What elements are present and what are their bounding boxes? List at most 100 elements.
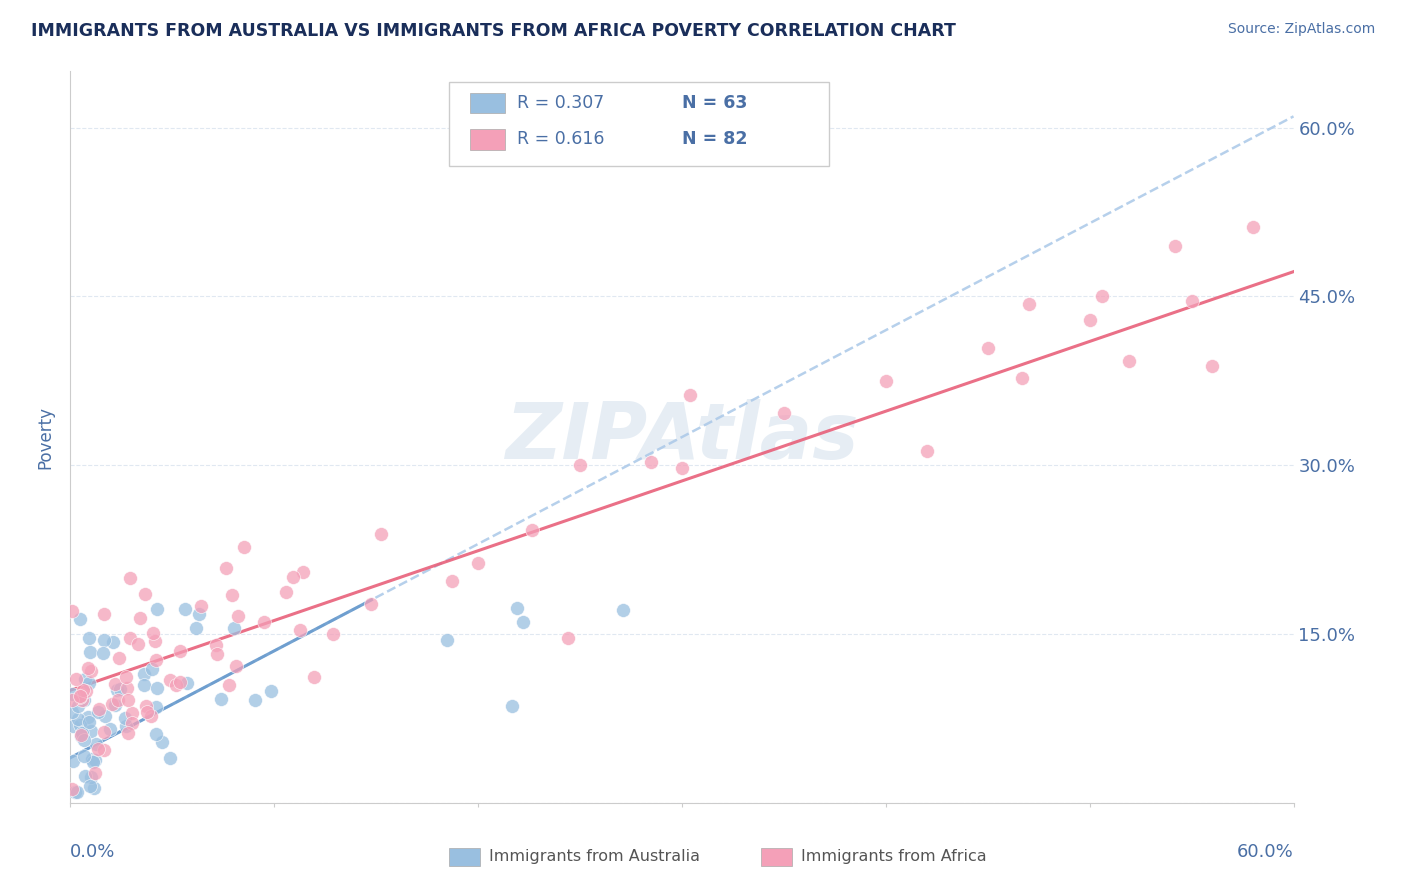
Point — [107, 693, 129, 707]
Point — [77, 710, 100, 724]
Point — [225, 659, 247, 673]
Point — [60, 605, 83, 619]
Point — [87, 702, 110, 716]
Point — [67, 698, 90, 713]
Point — [159, 673, 181, 687]
Text: 60.0%: 60.0% — [1237, 843, 1294, 861]
Point — [79, 644, 101, 658]
Point — [671, 461, 693, 475]
Point — [233, 540, 256, 554]
Point — [253, 615, 276, 629]
Point — [678, 387, 700, 401]
Point — [104, 677, 127, 691]
Point — [60, 781, 83, 796]
Point — [176, 676, 198, 690]
Point — [159, 751, 181, 765]
Point — [91, 646, 114, 660]
Text: Source: ZipAtlas.com: Source: ZipAtlas.com — [1227, 22, 1375, 37]
Point — [440, 574, 463, 588]
Point — [132, 678, 155, 692]
Point — [70, 693, 93, 707]
FancyBboxPatch shape — [470, 129, 505, 150]
Point — [145, 700, 167, 714]
Point — [1241, 220, 1264, 235]
Point — [60, 687, 83, 701]
Point — [976, 341, 998, 355]
Point — [73, 673, 96, 687]
Point — [501, 699, 523, 714]
Point — [115, 718, 138, 732]
Point — [73, 769, 96, 783]
Point — [93, 632, 115, 647]
Text: IMMIGRANTS FROM AUSTRALIA VS IMMIGRANTS FROM AFRICA POVERTY CORRELATION CHART: IMMIGRANTS FROM AUSTRALIA VS IMMIGRANTS … — [31, 22, 956, 40]
Point — [101, 634, 124, 648]
Point — [243, 692, 266, 706]
Point — [73, 733, 96, 747]
FancyBboxPatch shape — [450, 848, 479, 866]
Point — [204, 638, 226, 652]
Point — [186, 621, 208, 635]
Point — [93, 743, 115, 757]
Point — [640, 455, 662, 469]
Point — [281, 570, 304, 584]
Point — [141, 661, 163, 675]
Point — [132, 666, 155, 681]
Point — [60, 705, 83, 719]
Point — [370, 527, 392, 541]
Point — [226, 608, 249, 623]
Point — [60, 692, 83, 706]
Point — [80, 665, 103, 679]
Point — [65, 672, 87, 686]
Point — [80, 751, 103, 765]
Point — [93, 607, 115, 622]
Point — [83, 753, 105, 767]
Point — [145, 727, 167, 741]
Point — [118, 631, 141, 645]
Point — [87, 742, 110, 756]
Point — [276, 585, 298, 599]
Point — [70, 726, 93, 740]
Point — [207, 647, 229, 661]
Point — [145, 653, 167, 667]
Point — [174, 601, 197, 615]
Point — [114, 711, 136, 725]
Point — [512, 615, 534, 630]
Point — [80, 770, 103, 784]
Point — [772, 406, 794, 420]
Point — [222, 621, 245, 635]
Point — [1091, 289, 1114, 303]
Point — [915, 444, 938, 458]
Point — [221, 588, 243, 602]
Text: ZIPAtlas: ZIPAtlas — [505, 399, 859, 475]
Point — [1118, 354, 1140, 368]
Point — [302, 670, 325, 684]
Point — [66, 712, 89, 726]
Point — [209, 692, 232, 706]
Point — [121, 716, 143, 731]
Point — [69, 612, 91, 626]
Point — [142, 626, 165, 640]
Point — [77, 631, 100, 645]
Point — [121, 706, 143, 721]
Point — [129, 611, 152, 625]
Point — [568, 458, 591, 473]
Point — [260, 683, 283, 698]
Point — [117, 681, 139, 696]
Point — [875, 374, 897, 388]
Point — [62, 719, 84, 733]
Point — [557, 631, 579, 645]
Point — [146, 681, 169, 696]
Point — [70, 728, 93, 742]
Point — [72, 748, 94, 763]
Point — [1181, 294, 1204, 309]
Point — [169, 674, 191, 689]
Point — [79, 779, 101, 793]
Point — [82, 755, 104, 769]
Text: N = 63: N = 63 — [682, 94, 747, 112]
Point — [436, 633, 458, 648]
Text: R = 0.307: R = 0.307 — [517, 94, 605, 112]
Point — [84, 766, 107, 780]
Point — [150, 735, 173, 749]
Point — [77, 675, 100, 690]
Point — [98, 722, 121, 736]
